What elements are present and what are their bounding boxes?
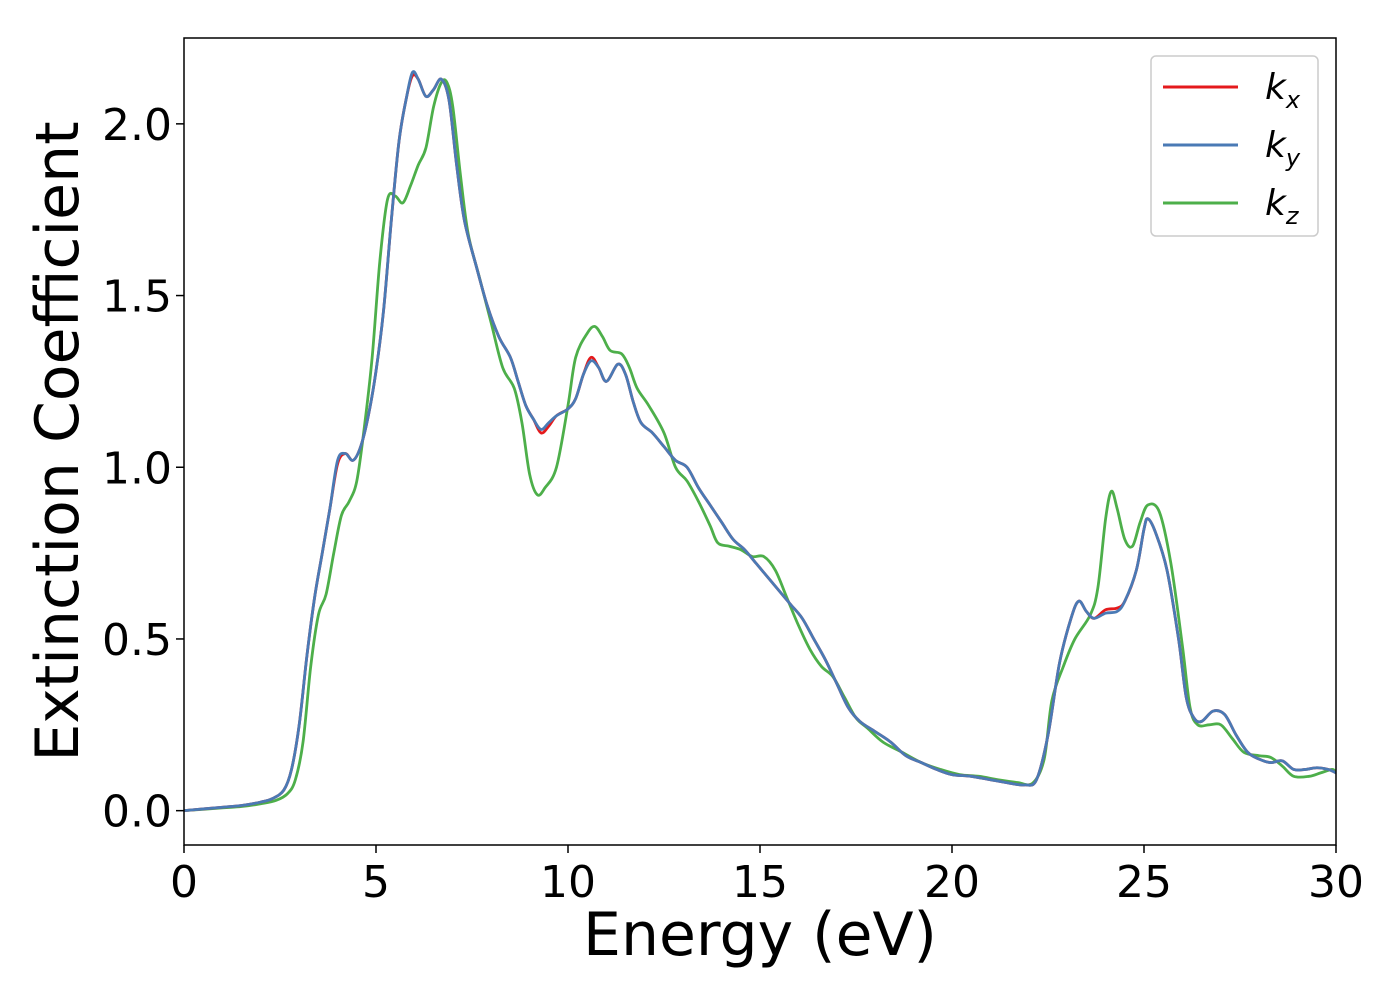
x-axis-ticks: 0 5 10 15 20 25 30: [170, 845, 1364, 908]
x-tick-label: 5: [362, 857, 390, 908]
legend-label-z: kz: [1265, 183, 1300, 230]
x-tick-label: 30: [1308, 857, 1364, 908]
x-tick-label: 10: [540, 857, 596, 908]
y-tick-label: 0.5: [102, 615, 172, 666]
series-line-kz: [184, 78, 1336, 813]
legend-label-x: kx: [1265, 67, 1301, 114]
y-axis-title: Extinction Coefficient: [23, 121, 93, 761]
legend-label-y: ky: [1265, 125, 1301, 172]
x-tick-label: 25: [1116, 857, 1172, 908]
y-axis-ticks: 0.0 0.5 1.0 1.5 2.0: [102, 100, 184, 838]
series-layer: [184, 70, 1336, 813]
x-axis-title: Energy (eV): [583, 900, 937, 970]
y-tick-label: 0.0: [102, 787, 172, 838]
legend: kx ky kz: [1150, 55, 1319, 237]
x-tick-label: 0: [170, 857, 198, 908]
y-tick-label: 1.0: [102, 443, 172, 494]
x-tick-label: 20: [924, 857, 980, 908]
y-tick-label: 2.0: [102, 100, 172, 151]
x-tick-label: 15: [732, 857, 788, 908]
series-line-ky: [184, 70, 1336, 813]
y-tick-label: 1.5: [102, 272, 172, 323]
